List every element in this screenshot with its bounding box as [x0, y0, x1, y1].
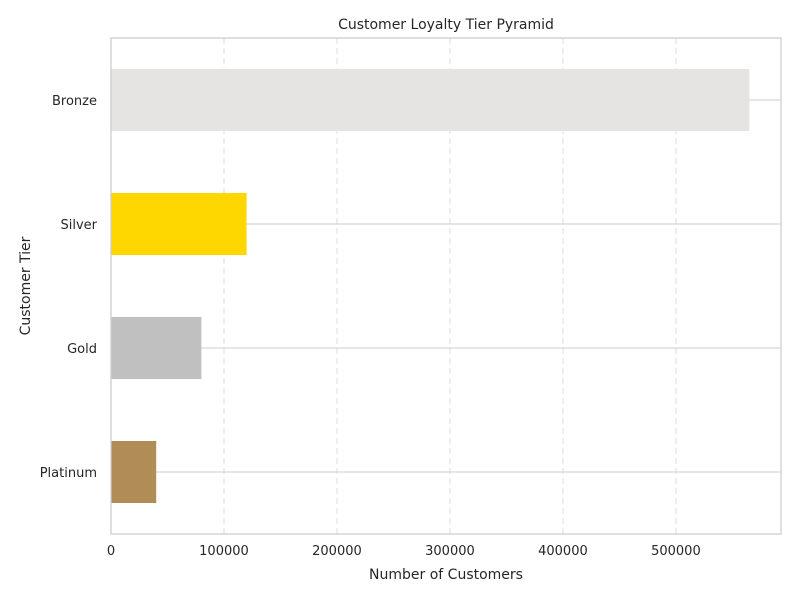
bar-bronze — [111, 69, 750, 131]
x-tick-label: 100000 — [199, 544, 249, 559]
y-tick-labels: Platinum Gold Silver Bronze — [40, 94, 98, 481]
x-tick-label: 500000 — [651, 544, 701, 559]
y-tick-label: Platinum — [40, 466, 97, 481]
x-tick-label: 400000 — [538, 544, 588, 559]
y-tick-label: Bronze — [52, 94, 97, 109]
y-tick-label: Silver — [60, 218, 97, 233]
x-tick-label: 0 — [107, 544, 115, 559]
x-tick-label: 200000 — [312, 544, 362, 559]
chart-title: Customer Loyalty Tier Pyramid — [338, 17, 554, 33]
bar-silver — [111, 193, 247, 255]
x-axis-title: Number of Customers — [369, 567, 523, 583]
bar-gold — [111, 317, 202, 379]
y-tick-label: Gold — [67, 342, 97, 357]
x-tick-label: 300000 — [425, 544, 475, 559]
x-tick-labels: 0 100000 200000 300000 400000 500000 — [107, 544, 701, 559]
bars — [111, 69, 750, 503]
plot-frame — [110, 37, 782, 535]
bar-platinum — [111, 441, 157, 503]
y-axis-title: Customer Tier — [18, 236, 34, 335]
